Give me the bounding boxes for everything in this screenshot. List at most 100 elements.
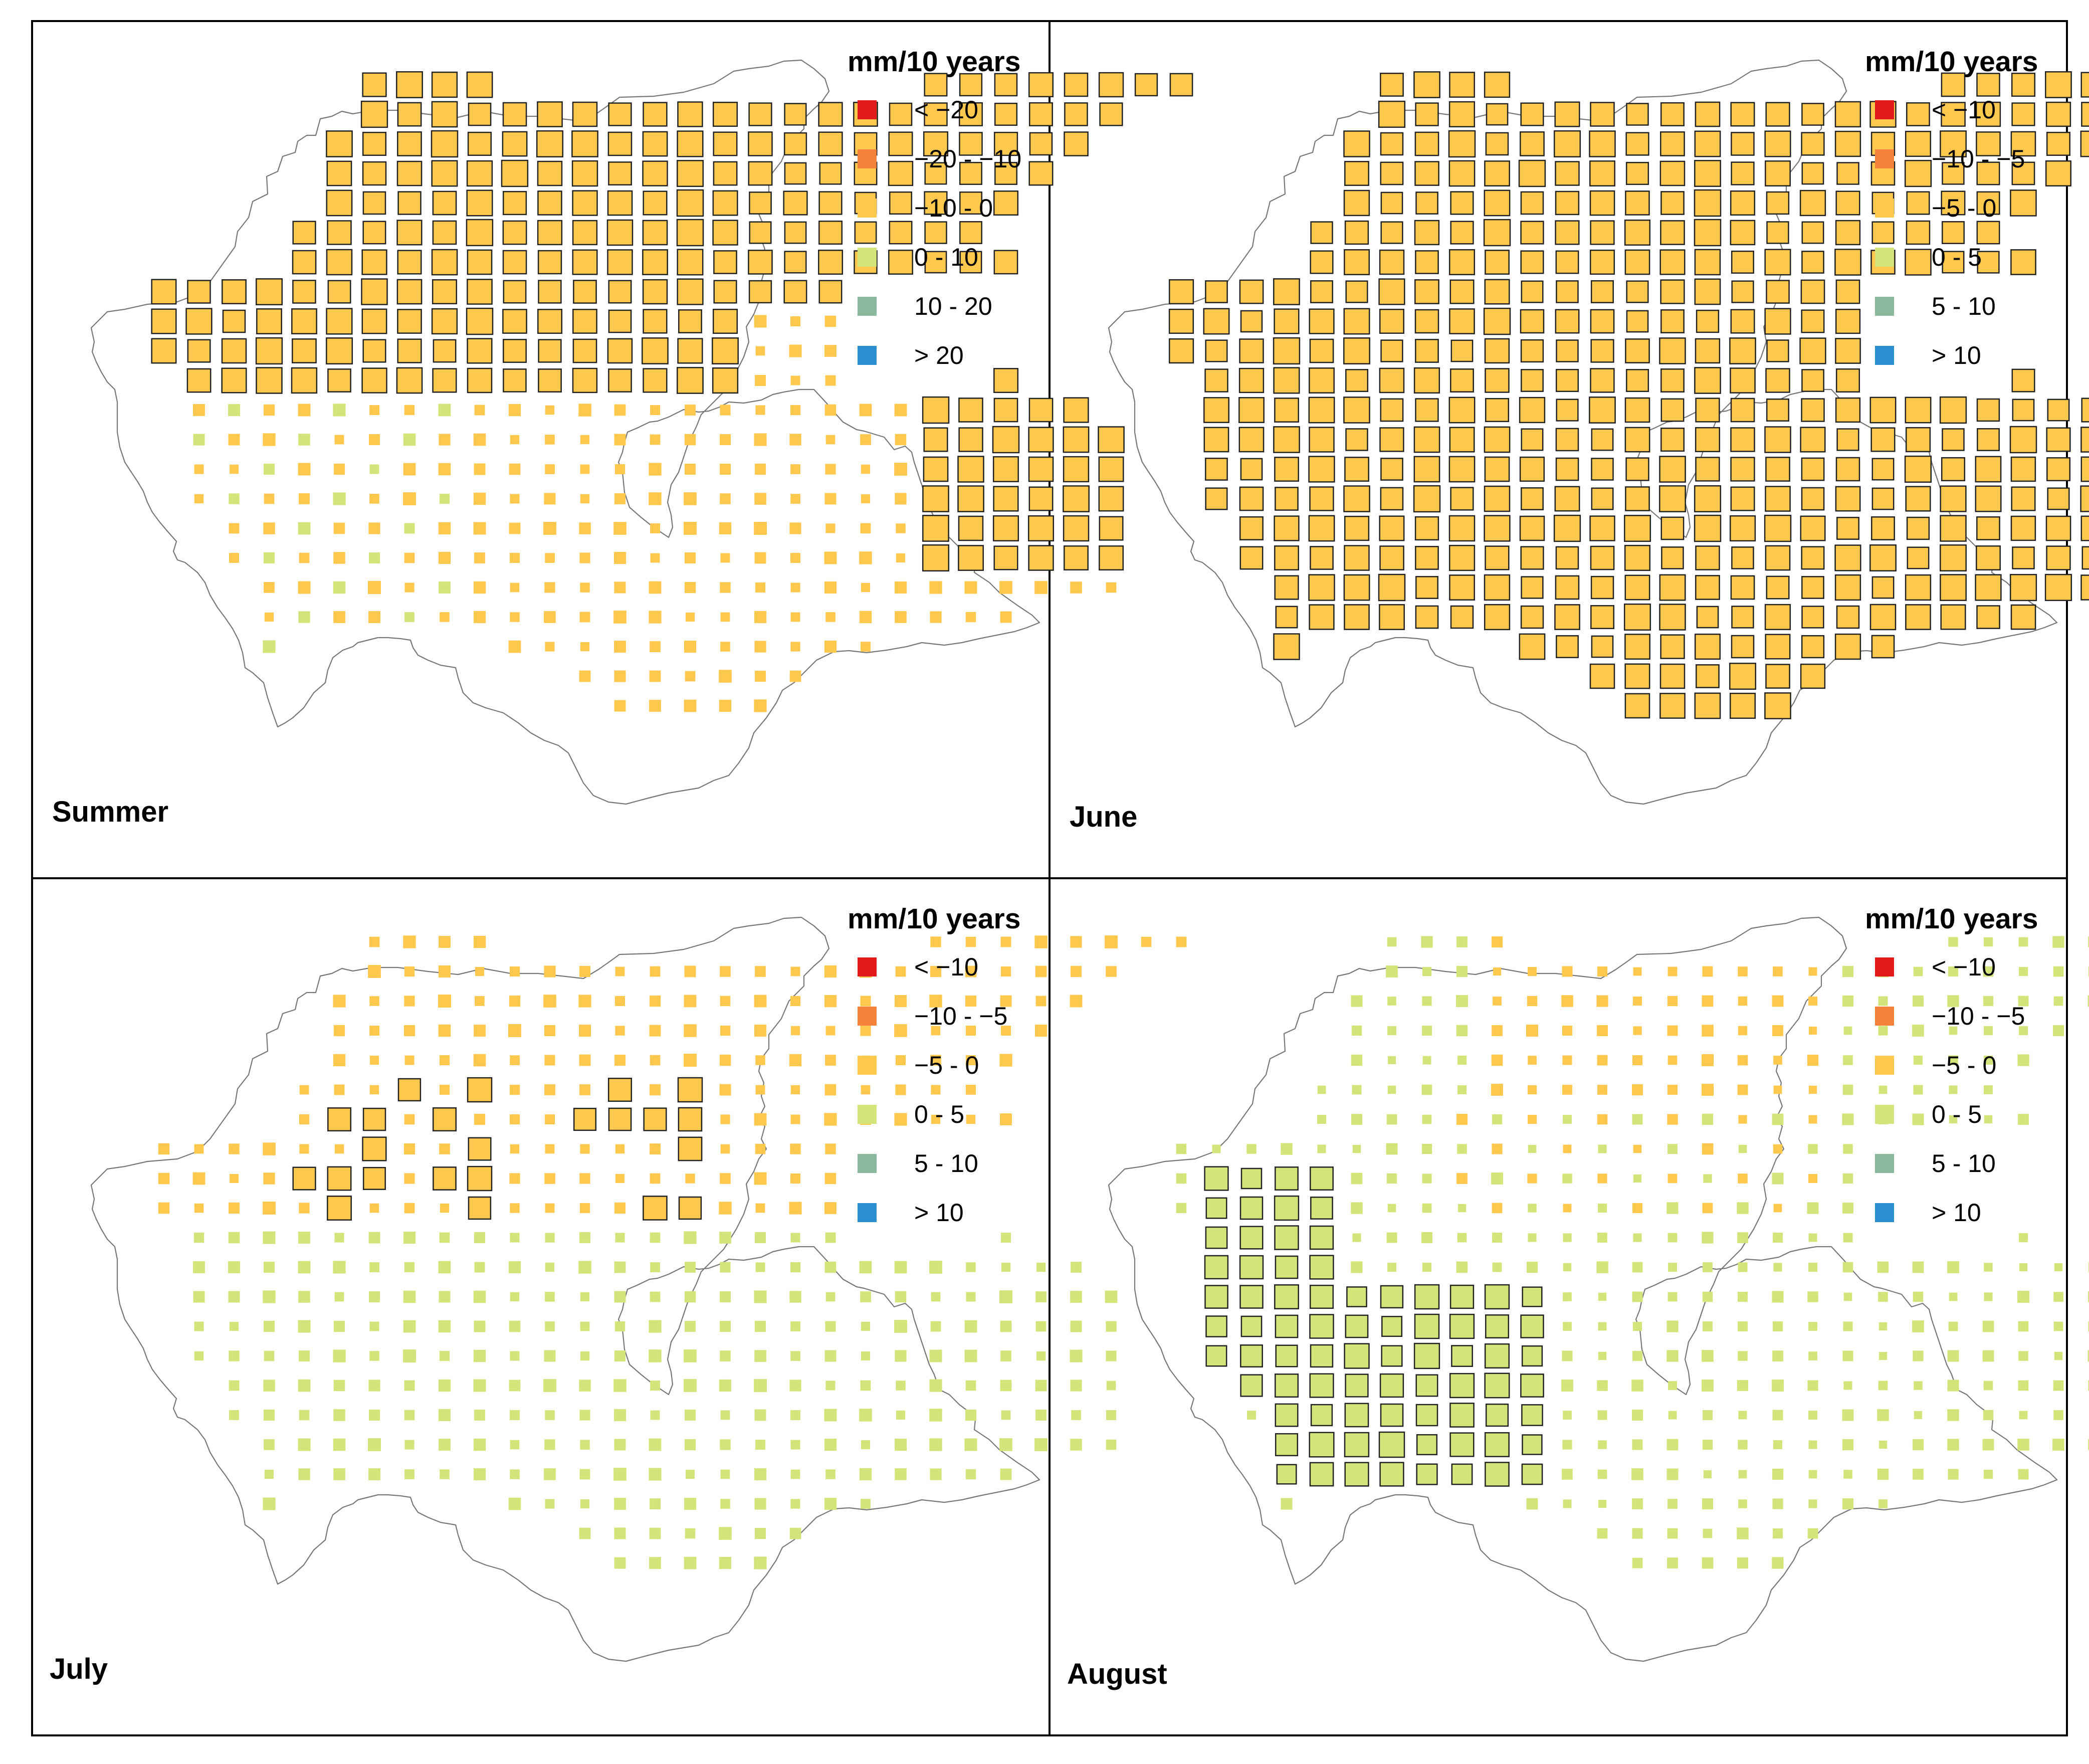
legend-swatch xyxy=(858,1056,877,1075)
grid-cell xyxy=(229,464,239,474)
grid-cell xyxy=(1309,486,1334,511)
grid-cell xyxy=(1800,515,1826,541)
grid-cell xyxy=(964,581,977,594)
grid-cell xyxy=(824,1497,837,1510)
grid-cell xyxy=(572,338,597,363)
grid-cell xyxy=(614,1321,625,1332)
grid-cell xyxy=(650,1410,660,1420)
grid-cell xyxy=(922,544,950,572)
grid-cell xyxy=(510,1351,520,1361)
grid-cell xyxy=(1598,1440,1607,1449)
grid-cell xyxy=(1667,1499,1678,1509)
grid-cell xyxy=(755,582,765,593)
grid-cell xyxy=(432,279,458,305)
grid-cell xyxy=(861,642,871,652)
grid-cell xyxy=(264,612,274,622)
grid-cell xyxy=(1415,546,1439,570)
grid-cell xyxy=(403,1143,415,1155)
grid-cell xyxy=(1317,1144,1326,1153)
grid-cell xyxy=(1878,1499,1888,1508)
grid-cell xyxy=(790,464,800,474)
grid-cell xyxy=(1099,516,1124,541)
grid-cell xyxy=(1239,1255,1264,1280)
grid-cell xyxy=(1310,1197,1333,1220)
grid-cell xyxy=(1947,1350,1959,1362)
grid-cell xyxy=(1485,250,1510,275)
grid-cell xyxy=(1667,1173,1678,1184)
grid-cell xyxy=(1485,1314,1510,1339)
grid-cell xyxy=(642,337,669,364)
grid-cell xyxy=(474,1320,486,1332)
grid-cell xyxy=(1562,1350,1573,1361)
grid-cell xyxy=(1912,1261,1924,1273)
grid-cell xyxy=(1597,1203,1607,1213)
grid-cell xyxy=(1205,458,1228,481)
legend-label: 0 - 5 xyxy=(1932,1100,1982,1128)
grid-cell xyxy=(789,522,801,534)
grid-cell xyxy=(992,456,1019,482)
grid-cell xyxy=(1344,1343,1370,1369)
grid-cell xyxy=(929,1261,942,1274)
legend: mm/10 years < −10−10 - −5−5 - 00 - 55 - … xyxy=(1865,46,2038,369)
grid-cell xyxy=(467,367,493,394)
grid-cell xyxy=(1947,1261,1959,1273)
grid-cell xyxy=(930,966,942,977)
grid-cell xyxy=(825,612,835,622)
grid-cell xyxy=(931,1026,941,1036)
grid-cell xyxy=(790,1085,800,1095)
grid-cell xyxy=(397,191,422,215)
grid-cell xyxy=(1422,1114,1432,1124)
grid-cell xyxy=(1520,1374,1544,1398)
grid-cell xyxy=(298,611,310,623)
grid-cell xyxy=(509,552,520,563)
grid-cell xyxy=(713,250,737,274)
grid-cell xyxy=(333,1468,345,1480)
grid-cell xyxy=(1378,573,1406,602)
grid-cell xyxy=(1624,544,1651,571)
grid-cell xyxy=(1631,1380,1643,1392)
grid-cell xyxy=(1035,1291,1047,1302)
grid-cell xyxy=(263,1172,275,1185)
grid-cell xyxy=(1702,1203,1713,1214)
grid-cell xyxy=(1379,308,1404,334)
grid-cell xyxy=(1343,337,1370,364)
grid-cell xyxy=(613,1468,626,1481)
grid-cell xyxy=(1870,427,1896,452)
grid-cell xyxy=(754,611,767,624)
grid-cell xyxy=(1239,1196,1264,1220)
grid-cell xyxy=(643,102,668,127)
grid-cell xyxy=(993,545,1018,570)
grid-cell xyxy=(468,1196,492,1220)
grid-cell xyxy=(1451,1463,1473,1485)
grid-cell xyxy=(1414,516,1439,541)
grid-cell xyxy=(1027,515,1055,542)
grid-cell xyxy=(993,190,1019,216)
grid-cell xyxy=(1598,1144,1607,1153)
grid-cell xyxy=(1773,1144,1783,1154)
legend-swatch xyxy=(858,1154,877,1173)
grid-cell xyxy=(1695,457,1720,482)
grid-cell xyxy=(503,368,527,393)
grid-cell xyxy=(1421,1084,1432,1095)
grid-cell xyxy=(2053,1025,2064,1036)
grid-cell xyxy=(959,73,983,97)
grid-cell xyxy=(1730,427,1755,452)
grid-cell xyxy=(1520,191,1544,215)
grid-cell xyxy=(1414,279,1439,304)
grid-cell xyxy=(1518,159,1546,187)
grid-cell xyxy=(993,486,1019,512)
grid-cell xyxy=(1842,1350,1853,1361)
grid-cell xyxy=(1387,1204,1396,1213)
grid-cell xyxy=(1520,309,1545,334)
grid-cell xyxy=(1738,1115,1747,1124)
grid-cell xyxy=(754,315,767,328)
grid-cell xyxy=(1275,1314,1299,1338)
grid-cell xyxy=(1738,966,1748,976)
grid-cell xyxy=(923,427,948,452)
grid-cell xyxy=(1034,935,1048,948)
grid-cell xyxy=(1387,997,1396,1006)
grid-cell xyxy=(677,278,704,305)
grid-cell xyxy=(397,250,422,275)
grid-cell xyxy=(650,1055,661,1066)
